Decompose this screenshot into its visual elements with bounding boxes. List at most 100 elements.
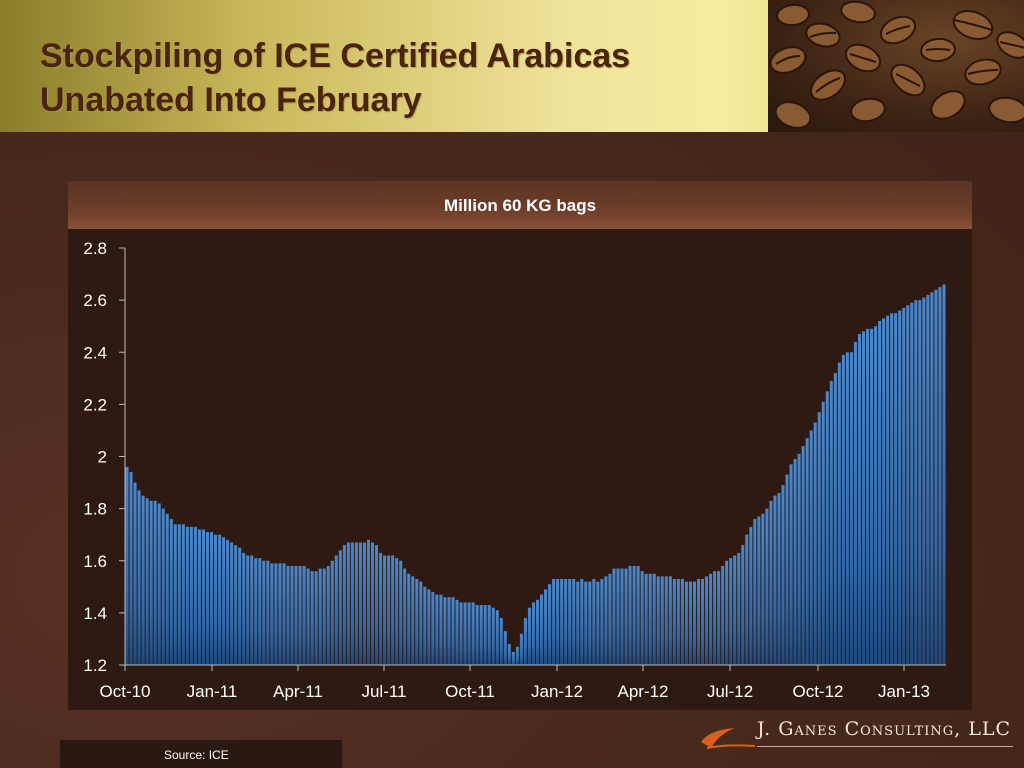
y-tick-label: 1.2 [83,656,107,675]
bar [306,568,310,665]
bar [729,558,733,665]
bar [861,331,866,665]
bar [379,552,383,665]
bar [133,482,137,665]
bar [403,568,407,665]
bar [902,307,906,665]
bar [644,573,648,665]
bar [435,594,439,665]
bar [459,602,463,665]
bar [129,472,133,665]
bar [741,545,745,665]
bar [487,605,491,665]
bar [238,547,242,665]
bar [507,644,511,665]
bar [874,326,878,665]
bar [483,605,487,665]
bar [765,508,769,665]
bar [938,287,942,665]
bar [676,578,680,665]
bar [515,646,519,665]
x-tick-label: Jul-12 [707,682,753,701]
bar [648,573,652,665]
bar [922,297,926,665]
bar [757,516,761,665]
bar [491,607,495,665]
bar [326,565,330,665]
bar [882,318,886,665]
bar [668,576,672,665]
bar [781,485,785,665]
bar [918,300,922,665]
bar [664,576,668,665]
bar [391,555,395,665]
bar [423,586,427,665]
bar [612,568,616,665]
x-tick-label: Oct-11 [445,682,495,701]
bar [266,560,270,665]
bar [632,565,636,665]
bar [427,589,431,665]
bar [866,328,870,665]
bar [773,495,777,665]
bar [914,300,918,665]
bar [286,565,290,665]
bar [290,565,294,665]
bar [684,581,688,665]
bar [439,594,443,665]
y-tick-label: 2.8 [83,239,107,258]
y-tick-label: 1.4 [83,604,107,623]
bar [930,292,934,665]
bar [519,633,523,665]
bar [942,284,946,665]
bar [793,459,797,665]
bar [523,618,527,665]
bar [362,542,366,665]
bar [250,555,254,665]
bar [366,539,370,665]
bar [157,503,161,665]
bar [230,542,234,665]
y-tick-label: 2 [98,448,107,467]
bar [805,438,809,665]
bar [870,328,874,665]
bar [531,602,535,665]
bar [721,565,725,665]
bar [137,490,141,665]
x-tick-label: Oct-12 [792,682,843,701]
bar [197,529,201,665]
bar [177,524,181,665]
bar [399,560,403,665]
bar [696,578,700,665]
bar [660,576,664,665]
bar [415,578,419,665]
bar [894,313,898,665]
bar [475,605,479,665]
bar [226,539,230,665]
bar [153,500,157,665]
bar [354,542,358,665]
y-tick-label: 1.8 [83,500,107,519]
bar [797,453,801,665]
x-tick-label: Jan-12 [531,682,583,701]
bar [455,599,459,665]
bar [809,430,813,665]
bar [564,578,568,665]
bar [149,500,153,665]
bar [789,464,793,665]
bar [181,524,185,665]
slide-title: Stockpiling of ICE Certified Arabicas Un… [40,34,740,122]
y-tick-label: 2.4 [83,343,107,362]
bar [886,315,890,665]
bar [527,607,531,665]
bar [761,513,765,665]
bar [242,552,246,665]
slide-title-line2: Unabated Into February [40,81,422,119]
bar [616,568,620,665]
chart-panel: Million 60 KG bags 1.2 1.4 1.6 1.8 2 2.2 2.4 2.… [68,181,972,710]
bar [580,578,584,665]
bar [801,446,805,665]
bar [294,565,298,665]
bar [568,578,572,665]
bar [709,573,713,665]
